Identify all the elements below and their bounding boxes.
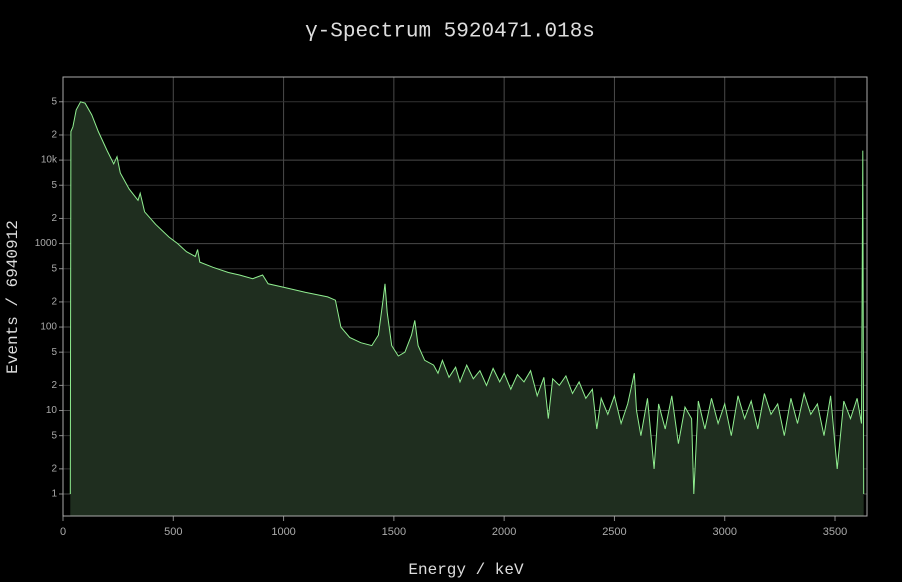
x-tick-label: 0	[60, 526, 66, 538]
y-axis-label: Events / 6940912	[4, 220, 22, 374]
line	[69, 101, 865, 495]
x-axis-label: Energy / keV	[408, 561, 524, 579]
area	[70, 101, 864, 517]
y-tick-label: 1000	[35, 238, 58, 249]
y-tick-label: 5	[51, 430, 57, 441]
y-tick-label: 2	[51, 213, 57, 224]
x-tick-label: 500	[164, 526, 182, 538]
y-tick-label: 2	[51, 380, 57, 391]
y-tick-label: 5	[51, 96, 57, 107]
x-tick-label: 3000	[712, 526, 736, 538]
y-tick-label: 2	[51, 130, 57, 141]
x-tick-label: 2500	[602, 526, 626, 538]
x-tick-label: 1500	[382, 526, 406, 538]
x-tick-label: 2000	[492, 526, 516, 538]
x-tick-label: 1000	[271, 526, 295, 538]
y-tick-label: 5	[51, 347, 57, 358]
y-tick-label: 5	[51, 263, 57, 274]
y-tick-label: 100	[40, 322, 57, 333]
y-tick-label: 10k	[41, 155, 58, 166]
y-tick-label: 2	[51, 464, 57, 475]
y-tick-label: 2	[51, 297, 57, 308]
plot-frame	[62, 76, 868, 517]
y-tick-label: 1	[51, 489, 57, 500]
chart-title: γ-Spectrum 5920471.018s	[305, 21, 595, 44]
y-tick-label: 10	[46, 405, 58, 416]
y-tick-label: 5	[51, 180, 57, 191]
x-tick-label: 3500	[823, 526, 847, 538]
